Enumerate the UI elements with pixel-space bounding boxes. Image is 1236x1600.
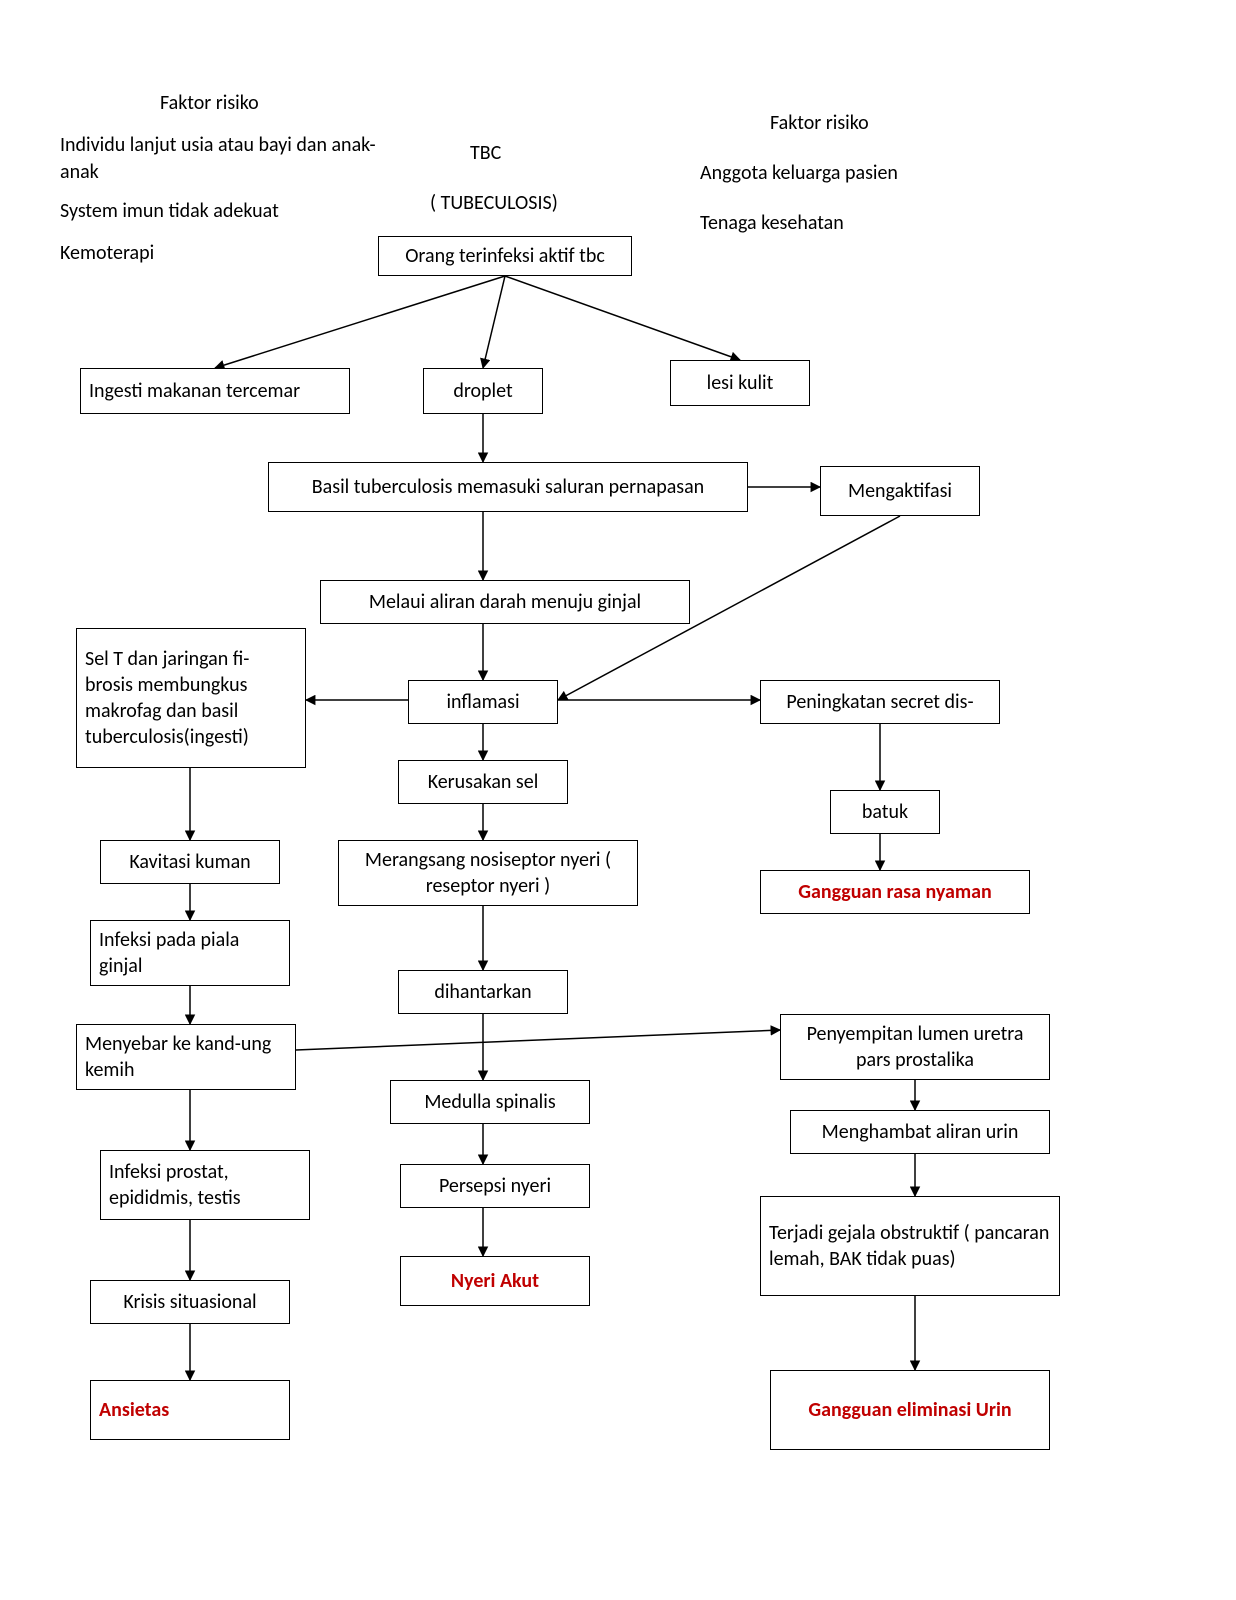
node-kemih: Menyebar ke kand-ung kemih xyxy=(76,1024,296,1090)
node-kavitasi: Kavitasi kuman xyxy=(100,840,280,884)
flowchart-canvas: Faktor risiko Individu lanjut usia atau … xyxy=(0,0,1236,1600)
node-kerusakan: Kerusakan sel xyxy=(398,760,568,804)
node-ansietas: Ansietas xyxy=(90,1380,290,1440)
node-batuk: batuk xyxy=(830,790,940,834)
node-droplet: droplet xyxy=(423,368,543,414)
node-nosiseptor: Merangsang nosiseptor nyeri ( reseptor n… xyxy=(338,840,638,906)
node-persepsi: Persepsi nyeri xyxy=(400,1164,590,1208)
node-eliminasi: Gangguan eliminasi Urin xyxy=(770,1370,1050,1450)
risk-left-title: Faktor risiko xyxy=(160,90,259,117)
risk-right-2: Tenaga kesehatan xyxy=(700,210,844,237)
node-penyempit: Penyempitan lumen uretra pars prostalika xyxy=(780,1014,1050,1080)
node-dihantar: dihantarkan xyxy=(398,970,568,1014)
node-aliran: Melaui aliran darah menuju ginjal xyxy=(320,580,690,624)
node-nyaman: Gangguan rasa nyaman xyxy=(760,870,1030,914)
node-secret: Peningkatan secret dis- xyxy=(760,680,1000,724)
node-ingesti: Ingesti makanan tercemar xyxy=(80,368,350,414)
risk-right-1: Anggota keluarga pasien xyxy=(700,160,898,187)
node-medulla: Medulla spinalis xyxy=(390,1080,590,1124)
node-selT: Sel T dan jaringan fi-brosis membungkus … xyxy=(76,628,306,768)
center-title-1: TBC xyxy=(470,140,501,167)
node-nyeri-akut: Nyeri Akut xyxy=(400,1256,590,1306)
node-infected: Orang terinfeksi aktif tbc xyxy=(378,236,632,276)
node-basil: Basil tuberculosis memasuki saluran pern… xyxy=(268,462,748,512)
node-krisis: Krisis situasional xyxy=(90,1280,290,1324)
node-obstruktif: Terjadi gejala obstruktif ( pancaran lem… xyxy=(760,1196,1060,1296)
node-piala: Infeksi pada piala ginjal xyxy=(90,920,290,986)
risk-left-1: Individu lanjut usia atau bayi dan anak-… xyxy=(60,132,380,186)
node-aktif: Mengaktifasi xyxy=(820,466,980,516)
node-hambat: Menghambat aliran urin xyxy=(790,1110,1050,1154)
node-inflamasi: inflamasi xyxy=(408,680,558,724)
risk-left-3: Kemoterapi xyxy=(60,240,154,267)
node-prostat: Infeksi prostat, epididmis, testis xyxy=(100,1150,310,1220)
node-lesi: lesi kulit xyxy=(670,360,810,406)
risk-right-title: Faktor risiko xyxy=(770,110,869,137)
center-title-2: ( TUBECULOSIS) xyxy=(430,190,558,217)
risk-left-2: System imun tidak adekuat xyxy=(60,198,279,225)
